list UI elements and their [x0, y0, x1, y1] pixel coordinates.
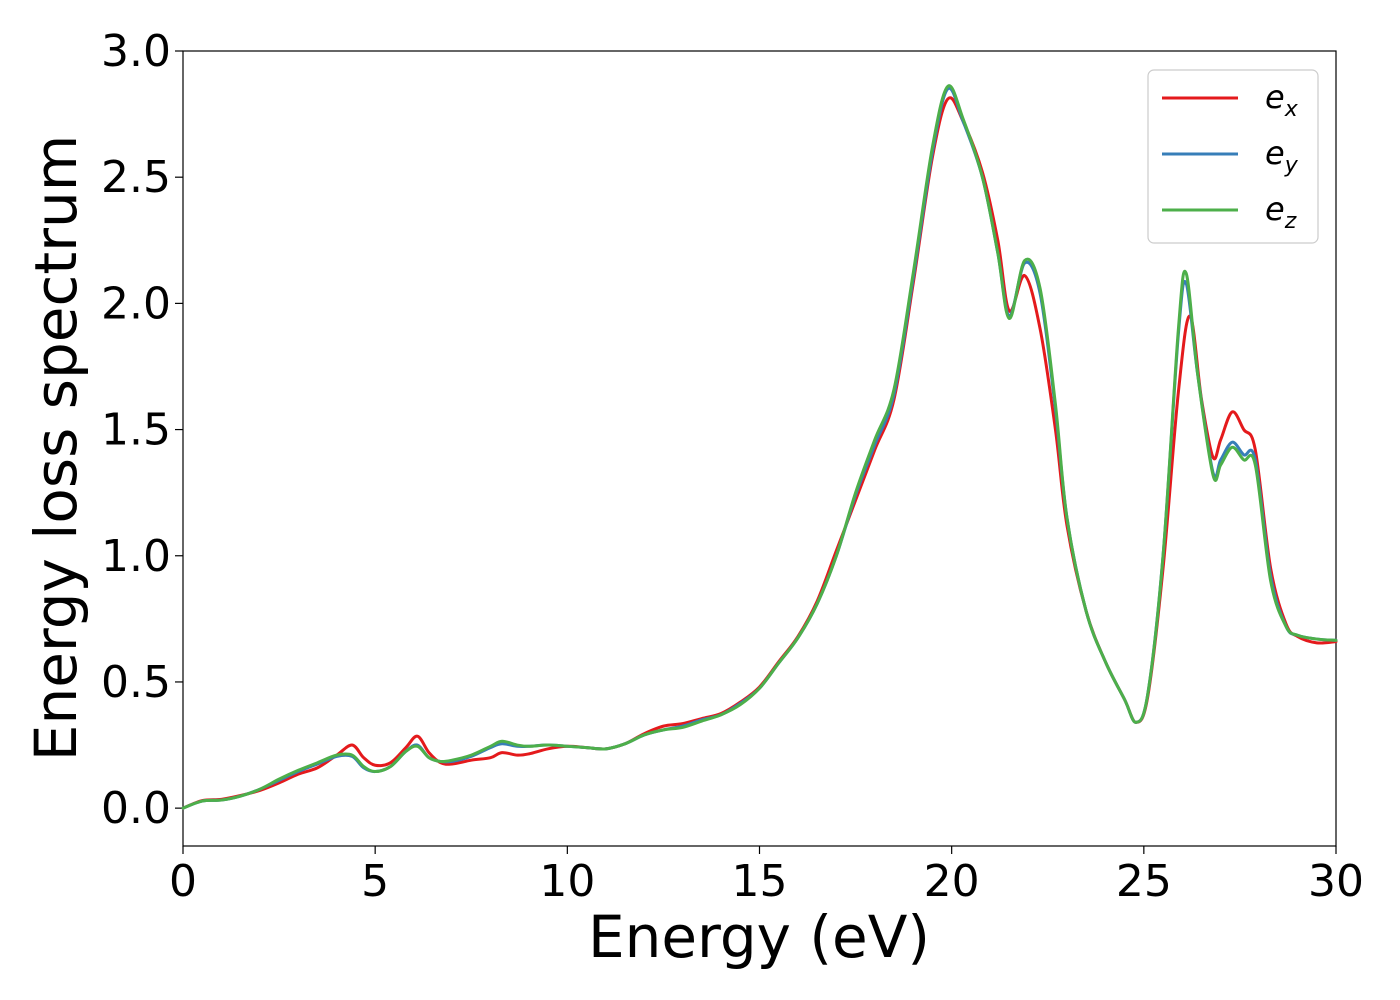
legend-label-base: e	[1265, 134, 1285, 172]
x-tick-label: 5	[361, 856, 389, 907]
legend-box	[1147, 69, 1319, 244]
x-tick-label: 10	[539, 856, 595, 907]
y-tick-label: 2.0	[101, 278, 171, 329]
x-axis-ticks: 0 5 10 15 20 25 30	[169, 846, 1364, 907]
legend-label-e-x: ex	[1265, 78, 1299, 122]
y-tick-label: 2.5	[101, 152, 171, 203]
legend-label-subscript: z	[1284, 209, 1297, 234]
y-axis-title: Energy loss spectrum	[22, 135, 90, 761]
x-tick-label: 25	[1116, 856, 1172, 907]
y-axis-ticks: 0.0 0.5 1.0 1.5 2.0 2.5 3.0	[101, 26, 183, 834]
legend-label-base: e	[1265, 78, 1285, 116]
x-tick-label: 15	[732, 856, 788, 907]
series-lines	[181, 84, 1338, 810]
legend-label-subscript: x	[1284, 97, 1299, 122]
y-tick-label: 0.0	[101, 783, 171, 834]
legend-label-base: e	[1265, 190, 1285, 228]
legend-label-subscript: y	[1284, 153, 1299, 178]
y-tick-label: 0.5	[101, 657, 171, 708]
y-tick-label: 1.0	[101, 531, 171, 582]
y-tick-label: 1.5	[101, 405, 171, 456]
y-tick-label: 3.0	[101, 26, 171, 77]
legend-label-e-z: ez	[1265, 190, 1297, 234]
legend-label-e-y: ey	[1265, 134, 1299, 178]
x-tick-label: 30	[1308, 856, 1364, 907]
series-line-e-z	[181, 84, 1338, 810]
x-axis-title: Energy (eV)	[588, 903, 930, 971]
x-tick-label: 0	[169, 856, 197, 907]
x-tick-label: 20	[924, 856, 980, 907]
